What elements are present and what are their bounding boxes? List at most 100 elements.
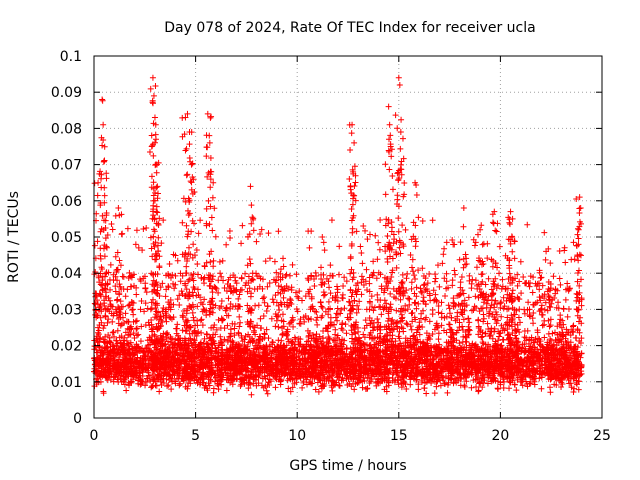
data-point — [367, 362, 374, 369]
data-point — [229, 381, 236, 388]
data-point — [325, 334, 332, 341]
data-point — [227, 360, 234, 367]
data-point — [480, 374, 487, 381]
data-point — [496, 270, 503, 277]
data-point — [407, 381, 414, 388]
data-point — [370, 307, 377, 314]
data-point — [492, 297, 499, 304]
data-point — [395, 381, 402, 388]
data-point — [545, 330, 552, 337]
data-point — [548, 374, 555, 381]
data-point — [498, 342, 505, 349]
data-point — [127, 379, 134, 386]
data-point — [169, 354, 176, 361]
data-point — [238, 274, 245, 281]
data-point — [421, 385, 428, 392]
data-point — [148, 364, 155, 371]
data-point — [130, 311, 137, 318]
data-point — [449, 351, 456, 358]
data-point — [218, 373, 225, 380]
data-point — [436, 283, 443, 290]
data-point — [433, 378, 440, 385]
data-point — [501, 378, 508, 385]
data-point — [546, 384, 553, 391]
data-point — [432, 271, 439, 278]
data-point — [364, 287, 371, 294]
data-point — [215, 361, 222, 368]
data-point — [367, 378, 374, 385]
data-point — [479, 384, 486, 391]
data-point — [442, 292, 449, 299]
data-point — [318, 303, 325, 310]
data-point — [480, 380, 487, 387]
data-point — [368, 352, 375, 359]
data-point — [287, 388, 294, 395]
data-point — [334, 317, 341, 324]
data-point — [307, 379, 314, 386]
data-point — [423, 390, 430, 397]
data-point — [336, 382, 343, 389]
data-point — [104, 319, 111, 326]
data-point — [329, 387, 336, 394]
data-point — [281, 372, 288, 379]
data-point — [468, 384, 475, 391]
data-point — [529, 289, 536, 296]
data-point — [424, 357, 431, 364]
data-point — [299, 384, 306, 391]
data-point — [264, 390, 271, 397]
data-point — [275, 324, 282, 331]
data-point — [435, 336, 442, 343]
data-point — [403, 386, 410, 393]
data-point — [148, 383, 155, 390]
data-point — [403, 275, 410, 282]
data-point — [95, 324, 102, 331]
data-point — [472, 277, 479, 284]
data-point — [156, 388, 163, 395]
data-point — [245, 385, 252, 392]
data-point — [383, 388, 390, 395]
data-point — [312, 386, 319, 393]
data-point — [157, 313, 164, 320]
data-point — [578, 361, 585, 368]
data-point — [291, 380, 298, 387]
data-point — [421, 359, 428, 366]
data-point — [146, 361, 153, 368]
data-point — [547, 389, 554, 396]
data-point — [412, 362, 419, 369]
data-point — [389, 375, 396, 382]
data-point — [176, 363, 183, 370]
data-point — [552, 375, 559, 382]
data-point — [252, 302, 259, 309]
data-point — [527, 380, 534, 387]
data-point — [210, 385, 217, 392]
data-point — [476, 379, 483, 386]
data-point — [538, 374, 545, 381]
data-point — [392, 338, 399, 345]
data-point — [541, 334, 548, 341]
data-point — [578, 370, 585, 377]
data-point — [308, 380, 315, 387]
data-point — [315, 388, 322, 395]
data-point — [231, 332, 238, 339]
data-point — [142, 366, 149, 373]
data-point — [341, 274, 348, 281]
data-point — [253, 382, 260, 389]
data-point — [444, 389, 451, 396]
data-point — [575, 386, 582, 393]
data-point — [133, 291, 140, 298]
data-point — [515, 314, 522, 321]
data-point — [267, 355, 274, 362]
data-point — [463, 374, 470, 381]
data-point — [164, 383, 171, 390]
data-point — [531, 381, 538, 388]
data-point — [262, 375, 269, 382]
data-point — [136, 372, 143, 379]
data-point — [408, 369, 415, 376]
data-point — [314, 321, 321, 328]
data-point — [530, 320, 537, 327]
data-point — [263, 387, 270, 394]
data-point — [235, 295, 242, 302]
data-point — [275, 337, 282, 344]
data-point — [309, 363, 316, 370]
